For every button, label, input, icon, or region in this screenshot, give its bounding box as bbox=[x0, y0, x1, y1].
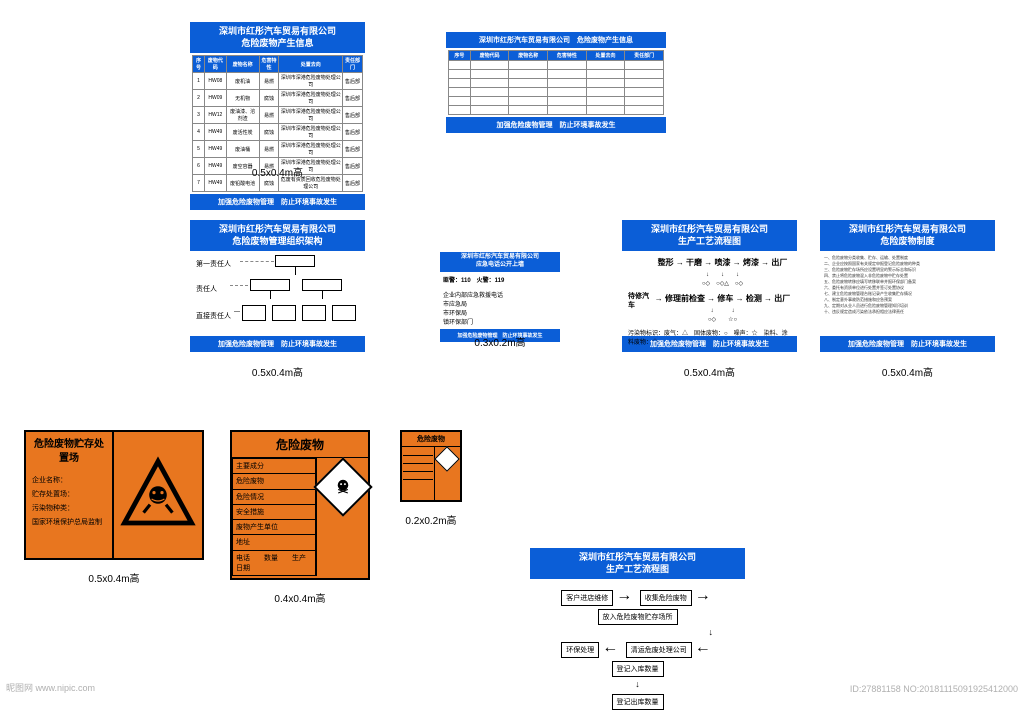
sign5-title2: 生产工艺流程图 bbox=[624, 236, 795, 248]
sign3-footer: 加强危险废物管理 防止环境事故发生 bbox=[190, 336, 365, 352]
sign-waste-info-blank: 深圳市红彤汽车贸易有限公司 危险废物产生信息 序号废物代码废物名称危害特性处置去… bbox=[446, 32, 666, 133]
sign6-footer: 加强危险废物管理 防止环境事故发生 bbox=[820, 336, 995, 352]
org-level1-label: 第一责任人 bbox=[196, 259, 231, 269]
watermark-right: ID:27881158 NO:20181115091925412000 bbox=[850, 684, 1018, 694]
sign-waste-label: 危险废物 主要成分危险废物危险情况安全措施废物产生单位地址电话 数量 生产日期 bbox=[230, 430, 370, 580]
storage-title: 危险废物贮存处置场 bbox=[32, 438, 106, 466]
flow2-start: 待修汽车 bbox=[628, 293, 654, 323]
flow-box: 环保处理 bbox=[561, 642, 599, 658]
sign-emergency-phone: 深圳市红彤汽车贸易有限公司 应急电话公开上墙 匪警：110 火警：119 企业内… bbox=[440, 252, 560, 342]
sign10-title1: 深圳市红彤汽车贸易有限公司 bbox=[532, 552, 743, 564]
flow-box: 收集危险废物 bbox=[640, 590, 692, 606]
sign6-caption: 0.5x0.4m高 bbox=[820, 364, 995, 379]
sign-process-flow2: 深圳市红彤汽车贸易有限公司 生产工艺流程图 客户进店维修→ 收集危险废物→ 放入… bbox=[530, 548, 745, 718]
sign1-footer: 加强危险废物管理 防止环境事故发生 bbox=[190, 194, 365, 210]
skull-icon bbox=[331, 475, 355, 499]
sign1-title2: 危险废物产生信息 bbox=[192, 38, 363, 50]
sign4-title2: 应急电话公开上墙 bbox=[442, 262, 558, 270]
sign2-footer: 加强危险废物管理 防止环境事故发生 bbox=[446, 117, 666, 133]
org-level2-label: 责任人 bbox=[196, 284, 217, 294]
sign5-title1: 深圳市红彤汽车贸易有限公司 bbox=[624, 224, 795, 236]
sign4-title1: 深圳市红彤汽车贸易有限公司 bbox=[442, 254, 558, 262]
sign5-caption: 0.5x0.4m高 bbox=[622, 364, 797, 379]
sign1-caption: 0.5x0.4m高 bbox=[190, 164, 365, 179]
warning-triangle-icon bbox=[118, 455, 198, 535]
flow-box: 放入危险废物贮存场所 bbox=[598, 609, 678, 625]
sign-waste-small: 危险废物 bbox=[400, 430, 462, 502]
sign7-caption: 0.5x0.4m高 bbox=[24, 570, 204, 585]
sign6-title2: 危险废物制度 bbox=[822, 236, 993, 248]
pollution-label: 污染物标识： bbox=[628, 331, 664, 337]
flow-box: 登记出库数量 bbox=[612, 694, 664, 710]
sign-process-flow: 深圳市红彤汽车贸易有限公司 生产工艺流程图 整形 → 干磨 → 喷漆 → 烤漆 … bbox=[622, 220, 797, 352]
sign9-caption: 0.2x0.2m高 bbox=[400, 512, 462, 527]
watermark-left: 昵图网 www.nipic.com bbox=[6, 681, 95, 694]
sign2-table: 序号废物代码废物名称危害特性处置去向责任部门 bbox=[448, 50, 664, 115]
sign2-title: 深圳市红彤汽车贸易有限公司 危险废物产生信息 bbox=[446, 32, 666, 48]
sign3-caption: 0.5x0.4m高 bbox=[190, 364, 365, 379]
flow-box: 登记入库数量 bbox=[612, 661, 664, 677]
sign8-caption: 0.4x0.4m高 bbox=[230, 590, 370, 605]
sign-waste-info: 深圳市红彤汽车贸易有限公司 危险废物产生信息 序号废物代码废物名称危害特性处置去… bbox=[190, 22, 365, 210]
sign-org-chart: 深圳市红彤汽车贸易有限公司 危险废物管理组织架构 第一责任人 责任人 直接责任人… bbox=[190, 220, 365, 352]
sign-storage-site: 危险废物贮存处置场 企业名称：贮存处置场：污染物种类：国家环境保护总局监制 bbox=[24, 430, 204, 560]
sign6-title1: 深圳市红彤汽车贸易有限公司 bbox=[822, 224, 993, 236]
flow-box: 客户进店维修 bbox=[561, 590, 613, 606]
sign-waste-rules: 深圳市红彤汽车贸易有限公司 危险废物制度 一、危险废物分类收集、贮存、运输、处置… bbox=[820, 220, 995, 352]
sign4-caption: 0.3x0.2m高 bbox=[440, 334, 560, 349]
org-level3-label: 直接责任人 bbox=[196, 311, 231, 321]
sign10-title2: 生产工艺流程图 bbox=[532, 564, 743, 576]
small-title: 危险废物 bbox=[402, 432, 460, 447]
waste-label-title: 危险废物 bbox=[232, 432, 368, 458]
flow-box: 清运危废处理公司 bbox=[626, 642, 692, 658]
sign3-title2: 危险废物管理组织架构 bbox=[192, 236, 363, 248]
sign3-title1: 深圳市红彤汽车贸易有限公司 bbox=[192, 224, 363, 236]
sign1-title1: 深圳市红彤汽车贸易有限公司 bbox=[192, 26, 363, 38]
